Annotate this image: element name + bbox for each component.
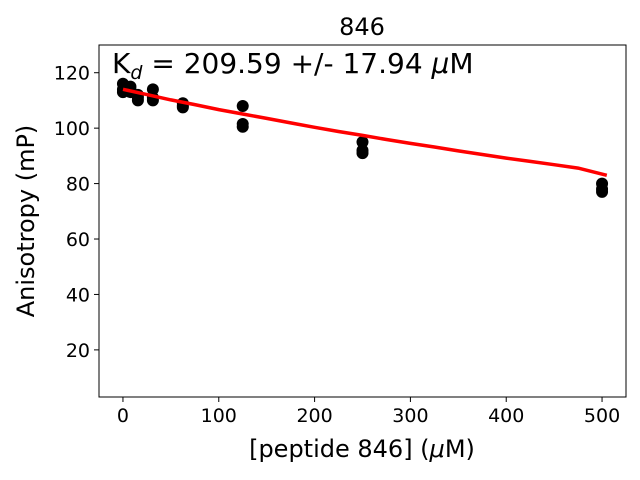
x-tick-label: 300: [392, 405, 428, 427]
data-point: [356, 136, 369, 149]
data-point: [236, 99, 249, 112]
y-axis-label: Anisotropy (mP): [12, 125, 40, 318]
x-tick-label: 500: [584, 405, 620, 427]
data-points: [116, 77, 609, 198]
x-tick-label: 400: [488, 405, 524, 427]
chart-title: 846: [339, 13, 385, 41]
kd-value: = 209.59 +/- 17.94: [142, 47, 431, 80]
y-tick-label: 60: [66, 229, 90, 251]
kd-subscript: d: [130, 62, 143, 84]
data-point: [236, 120, 249, 133]
y-axis: 20 40 60 80 100 120: [54, 63, 99, 362]
fit-curve-line: [122, 87, 608, 177]
plot-frame: [98, 44, 627, 398]
x-axis: 0 100 200 300 400 500: [117, 397, 620, 427]
kd-mu: μ: [431, 47, 450, 80]
y-tick-label: 120: [54, 63, 90, 85]
data-point: [356, 147, 369, 160]
y-tick-label: 20: [66, 340, 90, 362]
x-tick-label: 0: [117, 405, 129, 427]
x-tick-label: 200: [296, 405, 332, 427]
data-point: [146, 83, 159, 96]
kd-k: K: [112, 47, 131, 80]
x-axis-label: [peptide 846] (μM): [249, 435, 475, 463]
y-tick-label: 100: [54, 118, 90, 140]
data-point: [131, 94, 144, 107]
kd-unit: M: [449, 47, 473, 80]
data-point: [596, 185, 609, 198]
y-tick-label: 40: [66, 284, 90, 306]
kd-annotation: Kd = 209.59 +/- 17.94 μM: [112, 47, 474, 84]
y-tick-label: 80: [66, 174, 90, 196]
x-tick-label: 100: [201, 405, 237, 427]
